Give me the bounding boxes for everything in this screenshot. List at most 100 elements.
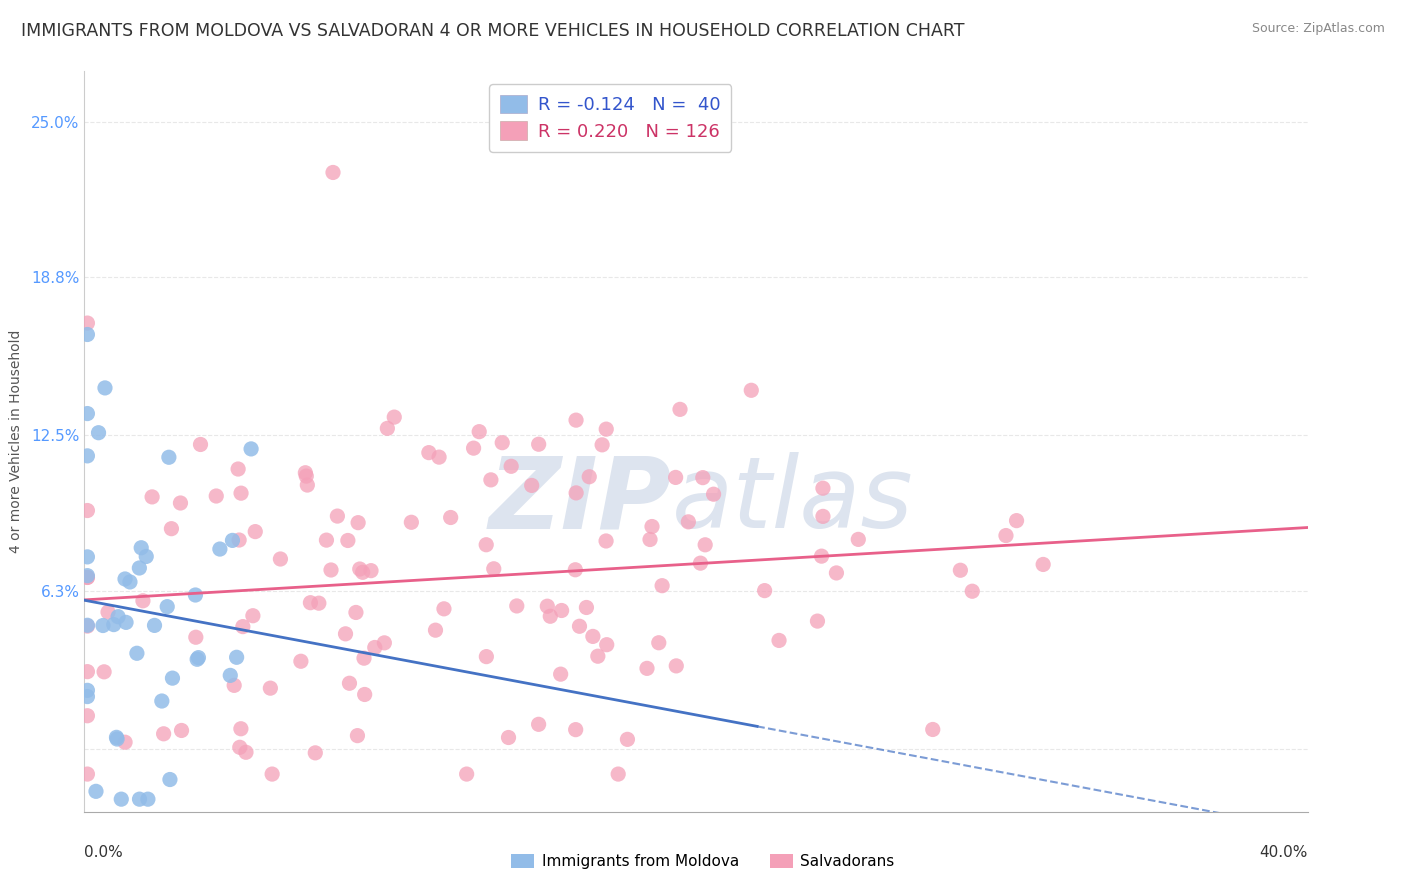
- Point: [229, 486, 252, 500]
- Point: [295, 469, 318, 483]
- Point: [262, 767, 284, 781]
- Point: [418, 445, 440, 459]
- Point: [242, 608, 264, 623]
- Point: [115, 615, 138, 630]
- Point: [125, 646, 148, 660]
- Point: [128, 792, 150, 806]
- Point: [315, 533, 337, 548]
- Point: [364, 640, 387, 655]
- Point: [186, 652, 208, 666]
- Point: [536, 599, 558, 614]
- Point: [353, 688, 375, 702]
- Point: [846, 533, 869, 547]
- Point: [520, 478, 543, 492]
- Point: [482, 562, 505, 576]
- Point: [245, 524, 267, 539]
- Point: [578, 469, 600, 483]
- Point: [501, 459, 523, 474]
- Point: [97, 605, 120, 619]
- Point: [87, 425, 110, 440]
- Point: [319, 563, 342, 577]
- Point: [136, 792, 159, 806]
- Y-axis label: 4 or more Vehicles in Household: 4 or more Vehicles in Household: [8, 330, 22, 553]
- Point: [352, 566, 374, 580]
- Point: [427, 450, 450, 464]
- Point: [335, 627, 357, 641]
- Text: Source: ZipAtlas.com: Source: ZipAtlas.com: [1251, 22, 1385, 36]
- Point: [527, 437, 550, 451]
- Point: [806, 614, 828, 628]
- Point: [582, 629, 605, 643]
- Point: [105, 731, 128, 745]
- Point: [184, 630, 207, 644]
- Point: [228, 533, 250, 547]
- Point: [382, 410, 405, 425]
- Point: [373, 636, 395, 650]
- Point: [169, 496, 191, 510]
- Point: [322, 165, 344, 179]
- Point: [76, 690, 98, 704]
- Point: [76, 619, 98, 633]
- Point: [440, 510, 463, 524]
- Point: [678, 515, 700, 529]
- Point: [308, 596, 330, 610]
- Point: [962, 584, 984, 599]
- Point: [160, 522, 183, 536]
- Point: [401, 516, 423, 530]
- Point: [636, 661, 658, 675]
- Point: [114, 572, 136, 586]
- Point: [76, 503, 98, 517]
- Point: [94, 381, 117, 395]
- Point: [468, 425, 491, 439]
- Point: [76, 683, 98, 698]
- Point: [135, 549, 157, 564]
- Point: [949, 563, 972, 577]
- Point: [703, 487, 725, 501]
- Point: [433, 602, 456, 616]
- Point: [76, 568, 98, 582]
- Point: [128, 561, 150, 575]
- Point: [294, 466, 316, 480]
- Point: [205, 489, 228, 503]
- Point: [921, 723, 943, 737]
- Point: [648, 636, 671, 650]
- Point: [269, 552, 291, 566]
- Point: [152, 727, 174, 741]
- Point: [304, 746, 326, 760]
- Point: [425, 623, 447, 637]
- Point: [225, 650, 247, 665]
- Point: [538, 609, 561, 624]
- Point: [641, 519, 664, 533]
- Point: [76, 549, 98, 564]
- Point: [224, 678, 246, 692]
- Point: [76, 570, 98, 584]
- Point: [336, 533, 359, 548]
- Point: [565, 413, 588, 427]
- Point: [105, 732, 128, 747]
- Point: [768, 633, 790, 648]
- Point: [141, 490, 163, 504]
- Point: [586, 649, 609, 664]
- Point: [76, 767, 98, 781]
- Point: [118, 574, 141, 589]
- Text: 40.0%: 40.0%: [1260, 845, 1308, 860]
- Point: [150, 694, 173, 708]
- Point: [226, 462, 249, 476]
- Point: [527, 717, 550, 731]
- Point: [811, 481, 834, 495]
- Point: [76, 570, 98, 584]
- Text: ZIP: ZIP: [488, 452, 672, 549]
- Point: [550, 603, 572, 617]
- Point: [689, 556, 711, 570]
- Point: [810, 549, 832, 563]
- Point: [76, 618, 98, 632]
- Point: [575, 600, 598, 615]
- Point: [463, 441, 485, 455]
- Point: [565, 486, 588, 500]
- Point: [550, 667, 572, 681]
- Point: [93, 665, 115, 679]
- Point: [475, 538, 498, 552]
- Point: [143, 618, 166, 632]
- Text: IMMIGRANTS FROM MOLDOVA VS SALVADORAN 4 OR MORE VEHICLES IN HOUSEHOLD CORRELATIO: IMMIGRANTS FROM MOLDOVA VS SALVADORAN 4 …: [21, 22, 965, 40]
- Point: [360, 564, 382, 578]
